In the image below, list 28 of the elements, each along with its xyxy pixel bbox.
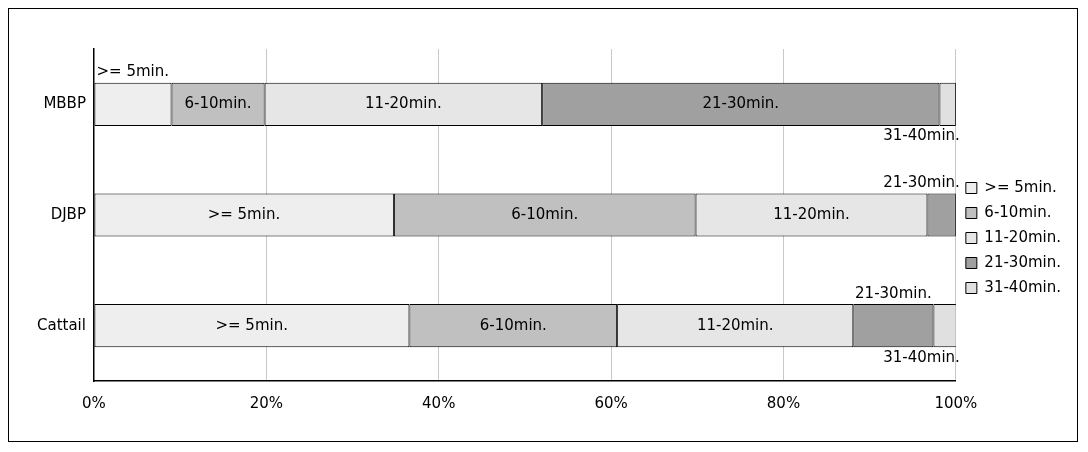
annotation: 31-40min. — [883, 347, 960, 366]
annotation: >= 5min. — [215, 315, 288, 334]
legend-label: 11-20min. — [984, 227, 1061, 246]
legend-label: 21-30min. — [984, 252, 1061, 271]
annotation: 11-20min. — [773, 204, 850, 223]
x-tick-label: 20% — [249, 393, 284, 412]
annotation: 21-30min. — [883, 172, 960, 191]
annotation: 21-30min. — [855, 283, 932, 302]
x-tick-label: 80% — [766, 393, 801, 412]
legend-label: >= 5min. — [984, 177, 1057, 196]
annotation: 31-40min. — [883, 126, 960, 145]
annotation: 21-30min. — [702, 94, 780, 113]
legend-label: 6-10min. — [984, 202, 1052, 221]
annotation: 6-10min. — [184, 94, 252, 113]
x-tick-label: 0% — [82, 393, 106, 412]
annotation: 6-10min. — [479, 315, 547, 334]
annotation: 11-20min. — [365, 94, 442, 113]
annotation: 11-20min. — [696, 315, 774, 334]
annotation: >= 5min. — [96, 62, 169, 81]
x-tick-label: 40% — [422, 393, 456, 412]
legend-label: 31-40min. — [984, 277, 1061, 296]
x-tick-label: 60% — [594, 393, 628, 412]
y-tick-label: Cattail — [36, 315, 86, 334]
annotation: 6-10min. — [511, 204, 579, 223]
y-tick-label: DJBP — [50, 204, 86, 223]
annotation: >= 5min. — [207, 204, 281, 223]
y-tick-label: MBBP — [43, 94, 86, 113]
x-tick-label: 100% — [934, 393, 978, 412]
